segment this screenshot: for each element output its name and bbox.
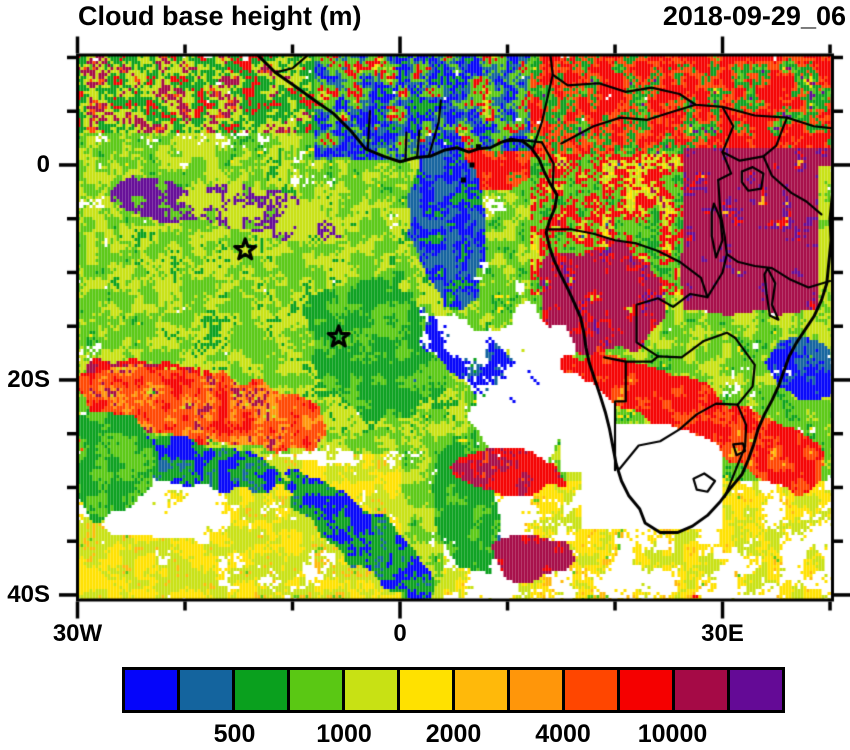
colorbar-cell — [562, 670, 617, 710]
colorbar — [122, 667, 785, 713]
colorbar-cell — [452, 670, 507, 710]
y-tick-label: 0 — [36, 150, 50, 178]
colorbar-tick-label: 1000 — [316, 720, 372, 748]
colorbar-tick-label: 4000 — [535, 720, 591, 748]
x-tick-label: 0 — [393, 620, 407, 647]
colorbar-tick-label: 2000 — [425, 720, 482, 748]
colorbar-cell — [177, 670, 232, 710]
colorbar-cell — [672, 670, 727, 710]
y-tick-label: 40S — [7, 580, 50, 608]
colorbar-cell — [125, 670, 177, 710]
colorbar-cell — [727, 670, 782, 710]
colorbar-tick-label: 10000 — [637, 720, 708, 748]
colorbar-tick-label: 500 — [213, 720, 256, 748]
colorbar-cell — [397, 670, 452, 710]
colorbar-cell — [507, 670, 562, 710]
map-canvas — [0, 0, 850, 662]
y-tick-label: 20S — [7, 365, 50, 393]
x-tick-label: 30E — [701, 620, 744, 647]
colorbar-cell — [232, 670, 287, 710]
colorbar-cell — [617, 670, 672, 710]
colorbar-cell — [287, 670, 342, 710]
colorbar-cell — [342, 670, 397, 710]
x-tick-label: 30W — [52, 620, 103, 647]
